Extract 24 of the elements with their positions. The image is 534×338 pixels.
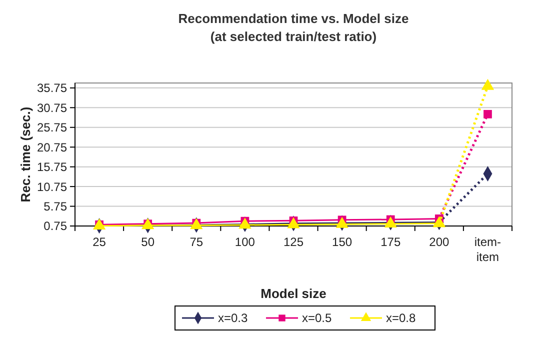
y-tick-label: 20.75	[36, 140, 68, 154]
legend-label: x=0.3	[218, 311, 248, 326]
y-axis-title: Rec. time (sec.)	[18, 106, 33, 202]
x-tick-label: 100	[234, 235, 256, 249]
x-axis-title: Model size	[260, 286, 326, 301]
y-tick-label: 25.75	[36, 120, 68, 135]
y-tick-label: 0.75	[44, 219, 68, 234]
point	[484, 110, 492, 118]
chart-title: Recommendation time vs. Model size (at selected train/test ratio)	[178, 11, 409, 44]
y-tick-label: 30.75	[36, 100, 68, 115]
x-tick-label: 200	[429, 235, 450, 249]
x-tick-label: 150	[332, 235, 352, 249]
x-tick-label: 175	[380, 235, 401, 249]
y-tick-label: 10.75	[36, 180, 68, 194]
x-tick-label: 50	[141, 235, 155, 249]
x-tick-label: 25	[92, 235, 106, 249]
x-tick-label: item- item	[474, 235, 502, 264]
legend-label: x=0.5	[302, 311, 332, 326]
x-tick-label: 75	[190, 235, 204, 249]
y-tick-label: 5.75	[44, 199, 68, 214]
y-tick-label: 35.75	[36, 81, 68, 96]
legend-label: x=0.8	[386, 311, 416, 326]
y-tick-label: 15.75	[36, 160, 68, 174]
x-tick-label: 125	[283, 235, 304, 249]
